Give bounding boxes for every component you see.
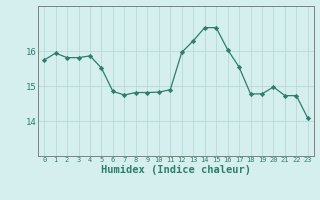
X-axis label: Humidex (Indice chaleur): Humidex (Indice chaleur) [101,165,251,175]
